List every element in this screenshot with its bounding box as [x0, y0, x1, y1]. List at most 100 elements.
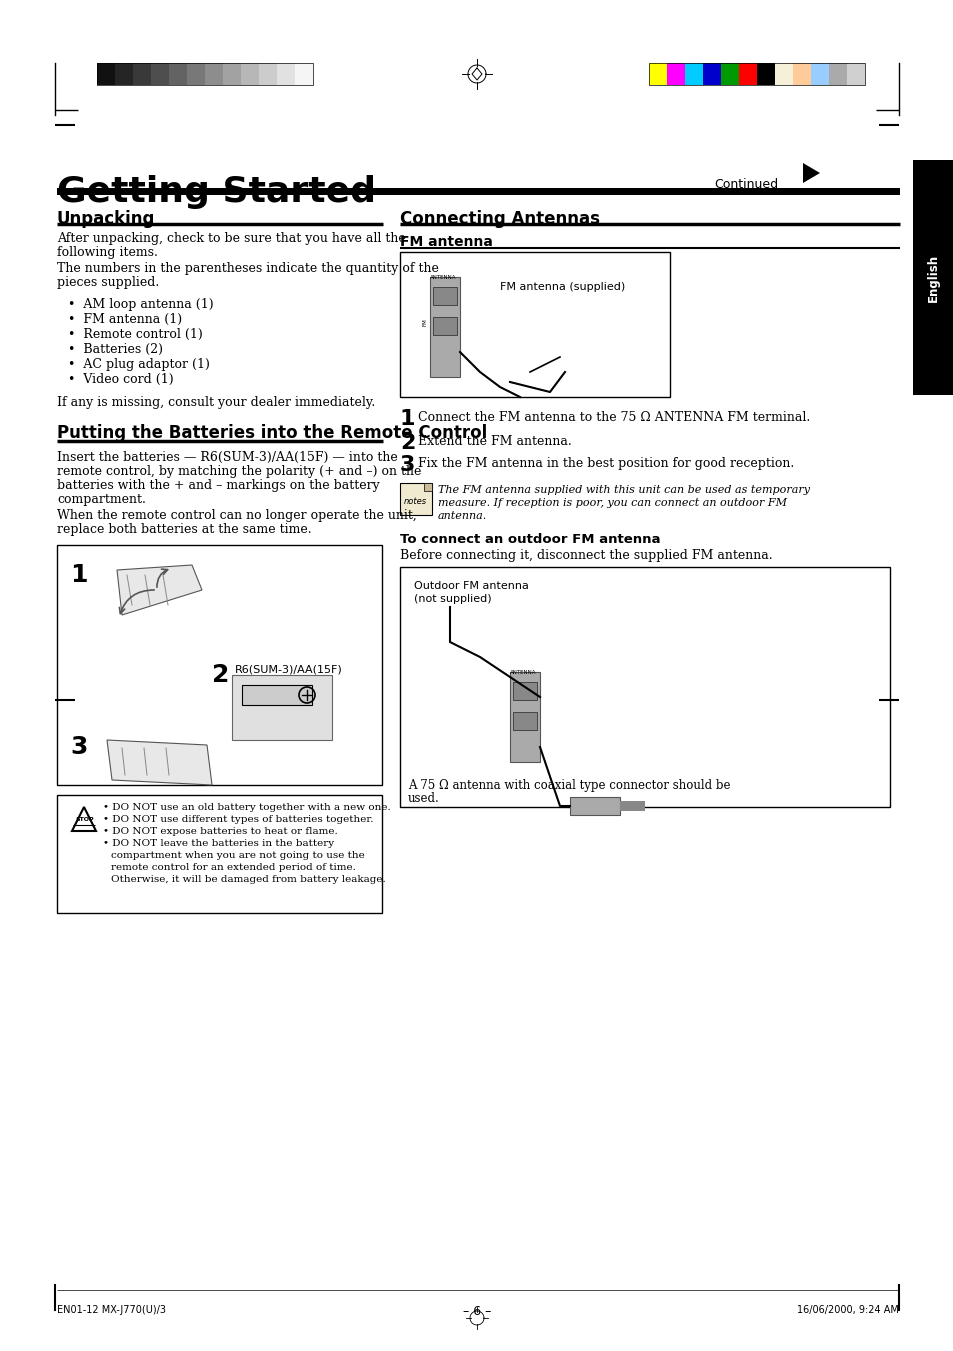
- Bar: [757, 63, 774, 85]
- Text: used.: used.: [408, 792, 439, 805]
- Bar: [57, 544, 381, 785]
- Text: FM: FM: [422, 317, 427, 326]
- Bar: [792, 63, 810, 85]
- Bar: [223, 63, 241, 85]
- Bar: [433, 286, 456, 305]
- Bar: [569, 797, 619, 815]
- Text: measure. If reception is poor, you can connect an outdoor FM: measure. If reception is poor, you can c…: [437, 499, 786, 508]
- Text: •  Remote control (1): • Remote control (1): [68, 328, 203, 340]
- Text: FM antenna (supplied): FM antenna (supplied): [499, 282, 624, 292]
- Text: 3: 3: [399, 455, 415, 476]
- Text: compartment when you are not going to use the: compartment when you are not going to us…: [111, 851, 364, 861]
- Text: pieces supplied.: pieces supplied.: [57, 276, 159, 289]
- Text: When the remote control can no longer operate the unit,: When the remote control can no longer op…: [57, 509, 416, 521]
- Bar: [241, 63, 258, 85]
- Bar: [720, 63, 739, 85]
- Polygon shape: [232, 676, 332, 740]
- Bar: [510, 671, 539, 762]
- Text: 1: 1: [70, 563, 88, 586]
- Polygon shape: [802, 163, 820, 182]
- Bar: [97, 63, 313, 85]
- Bar: [846, 63, 864, 85]
- Text: remote control for an extended period of time.: remote control for an extended period of…: [111, 863, 355, 871]
- Text: ANTENNA: ANTENNA: [510, 670, 536, 676]
- Bar: [97, 63, 115, 85]
- Text: (not supplied): (not supplied): [414, 594, 491, 604]
- Text: notes: notes: [403, 497, 427, 507]
- Text: • DO NOT use different types of batteries together.: • DO NOT use different types of batterie…: [103, 815, 374, 824]
- Text: •  FM antenna (1): • FM antenna (1): [68, 313, 182, 326]
- Text: Insert the batteries — R6(SUM-3)/AA(15F) — into the: Insert the batteries — R6(SUM-3)/AA(15F)…: [57, 451, 397, 463]
- Bar: [774, 63, 792, 85]
- Text: • DO NOT leave the batteries in the battery: • DO NOT leave the batteries in the batt…: [103, 839, 334, 848]
- Bar: [258, 63, 276, 85]
- Bar: [684, 63, 702, 85]
- Text: 2: 2: [212, 663, 229, 688]
- Text: •  Batteries (2): • Batteries (2): [68, 343, 163, 357]
- Text: The numbers in the parentheses indicate the quantity of the: The numbers in the parentheses indicate …: [57, 262, 438, 276]
- Bar: [569, 797, 619, 815]
- Text: Connect the FM antenna to the 75 Ω ANTENNA FM terminal.: Connect the FM antenna to the 75 Ω ANTEN…: [417, 411, 809, 424]
- Bar: [739, 63, 757, 85]
- Bar: [399, 484, 432, 515]
- Text: batteries with the + and – markings on the battery: batteries with the + and – markings on t…: [57, 480, 379, 492]
- Text: following items.: following items.: [57, 246, 157, 259]
- Text: R6(SUM-3)/AA(15F): R6(SUM-3)/AA(15F): [234, 665, 342, 676]
- Bar: [433, 317, 456, 335]
- Text: – 6 –: – 6 –: [462, 1305, 491, 1319]
- Bar: [115, 63, 132, 85]
- Bar: [57, 794, 381, 913]
- Text: 1: 1: [399, 409, 416, 430]
- Text: 3: 3: [70, 735, 88, 759]
- Bar: [666, 63, 684, 85]
- Bar: [169, 63, 187, 85]
- Bar: [648, 63, 864, 85]
- Text: Unpacking: Unpacking: [57, 209, 155, 228]
- Text: English: English: [926, 254, 939, 301]
- Text: Otherwise, it will be damaged from battery leakage.: Otherwise, it will be damaged from batte…: [111, 875, 385, 884]
- Text: The FM antenna supplied with this unit can be used as temporary: The FM antenna supplied with this unit c…: [437, 485, 809, 494]
- Text: ANTENNA: ANTENNA: [430, 276, 456, 280]
- Bar: [619, 801, 644, 811]
- Bar: [648, 63, 666, 85]
- Text: A 75 Ω antenna with coaxial type connector should be: A 75 Ω antenna with coaxial type connect…: [408, 780, 730, 792]
- Text: • DO NOT use an old battery together with a new one.: • DO NOT use an old battery together wit…: [103, 802, 391, 812]
- Text: If any is missing, consult your dealer immediately.: If any is missing, consult your dealer i…: [57, 396, 375, 409]
- Text: Fix the FM antenna in the best position for good reception.: Fix the FM antenna in the best position …: [417, 457, 794, 470]
- Polygon shape: [423, 484, 432, 490]
- Bar: [828, 63, 846, 85]
- Bar: [510, 671, 539, 762]
- Text: Putting the Batteries into the Remote Control: Putting the Batteries into the Remote Co…: [57, 424, 487, 442]
- Text: Getting Started: Getting Started: [57, 176, 375, 209]
- Text: 2: 2: [399, 434, 415, 453]
- Text: remote control, by matching the polarity (+ and –) on the: remote control, by matching the polarity…: [57, 465, 421, 478]
- Bar: [151, 63, 169, 85]
- Bar: [132, 63, 151, 85]
- Bar: [810, 63, 828, 85]
- Text: FM antenna: FM antenna: [399, 235, 493, 249]
- Polygon shape: [117, 565, 202, 615]
- Text: •  Video cord (1): • Video cord (1): [68, 373, 173, 386]
- Bar: [513, 682, 537, 700]
- Text: EN01-12 MX-J770(U)/3: EN01-12 MX-J770(U)/3: [57, 1305, 166, 1315]
- Text: antenna.: antenna.: [437, 511, 487, 521]
- Bar: [399, 567, 889, 807]
- Text: Extend the FM antenna.: Extend the FM antenna.: [417, 435, 571, 449]
- Text: Outdoor FM antenna: Outdoor FM antenna: [414, 581, 528, 590]
- Polygon shape: [107, 740, 212, 785]
- Text: • DO NOT expose batteries to heat or flame.: • DO NOT expose batteries to heat or fla…: [103, 827, 337, 836]
- Text: To connect an outdoor FM antenna: To connect an outdoor FM antenna: [399, 534, 659, 546]
- Bar: [912, 159, 953, 394]
- Text: •  AC plug adaptor (1): • AC plug adaptor (1): [68, 358, 210, 372]
- Bar: [276, 63, 294, 85]
- Bar: [242, 685, 312, 705]
- Bar: [187, 63, 205, 85]
- Text: Before connecting it, disconnect the supplied FM antenna.: Before connecting it, disconnect the sup…: [399, 549, 772, 562]
- Bar: [399, 253, 669, 397]
- Text: Continued: Continued: [713, 178, 778, 190]
- Text: After unpacking, check to be sure that you have all the: After unpacking, check to be sure that y…: [57, 232, 405, 245]
- Text: compartment.: compartment.: [57, 493, 146, 507]
- Text: Connecting Antennas: Connecting Antennas: [399, 209, 599, 228]
- Text: •  AM loop antenna (1): • AM loop antenna (1): [68, 299, 213, 311]
- Bar: [57, 188, 899, 195]
